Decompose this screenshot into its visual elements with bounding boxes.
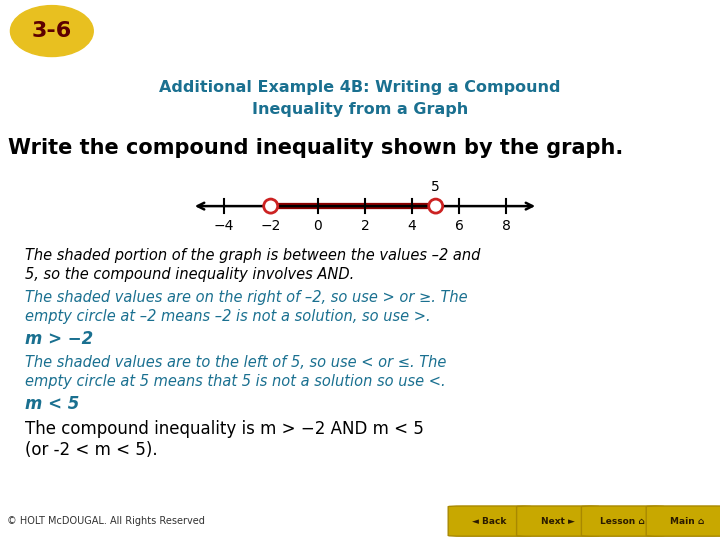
Text: The shaded portion of the graph is between the values –2 and: The shaded portion of the graph is betwe… [25, 248, 480, 263]
FancyBboxPatch shape [582, 506, 665, 536]
Text: ◄ Back: ◄ Back [472, 517, 507, 525]
Ellipse shape [10, 5, 94, 57]
Text: 0: 0 [313, 219, 323, 233]
Text: Inequality from a Graph: Inequality from a Graph [252, 102, 468, 117]
Text: Main ⌂: Main ⌂ [670, 517, 705, 525]
Circle shape [264, 199, 278, 213]
Text: m < 5: m < 5 [25, 395, 79, 413]
Text: 6: 6 [455, 219, 464, 233]
Text: empty circle at –2 means –2 is not a solution, so use >.: empty circle at –2 means –2 is not a sol… [25, 309, 431, 324]
Text: empty circle at 5 means that 5 is not a solution so use <.: empty circle at 5 means that 5 is not a … [25, 374, 446, 389]
Text: Solving Compound Inequalities: Solving Compound Inequalities [165, 18, 627, 44]
Text: 3-6: 3-6 [32, 21, 72, 41]
Text: 8: 8 [502, 219, 511, 233]
FancyBboxPatch shape [647, 506, 720, 536]
Text: −2: −2 [261, 219, 281, 233]
Text: The shaded values are on the right of –2, so use > or ≥. The: The shaded values are on the right of –2… [25, 290, 467, 305]
Text: Additional Example 4B: Writing a Compound: Additional Example 4B: Writing a Compoun… [159, 80, 561, 95]
Text: (or -2 < m < 5).: (or -2 < m < 5). [25, 441, 158, 459]
Text: m > −2: m > −2 [25, 330, 94, 348]
Circle shape [428, 199, 443, 213]
Text: 2: 2 [361, 219, 369, 233]
FancyBboxPatch shape [448, 506, 531, 536]
Text: Lesson ⌂: Lesson ⌂ [600, 517, 645, 525]
Text: The shaded values are to the left of 5, so use < or ≤. The: The shaded values are to the left of 5, … [25, 355, 446, 370]
Text: © HOLT McDOUGAL. All Rights Reserved: © HOLT McDOUGAL. All Rights Reserved [7, 516, 205, 526]
Text: The compound inequality is m > −2 AND m < 5: The compound inequality is m > −2 AND m … [25, 420, 424, 438]
Text: Next ►: Next ► [541, 517, 575, 525]
Text: Write the compound inequality shown by the graph.: Write the compound inequality shown by t… [8, 138, 624, 158]
Text: 4: 4 [408, 219, 416, 233]
FancyBboxPatch shape [517, 506, 599, 536]
Text: 5: 5 [431, 180, 440, 194]
Text: −4: −4 [213, 219, 234, 233]
Text: 5, so the compound inequality involves AND.: 5, so the compound inequality involves A… [25, 267, 354, 282]
